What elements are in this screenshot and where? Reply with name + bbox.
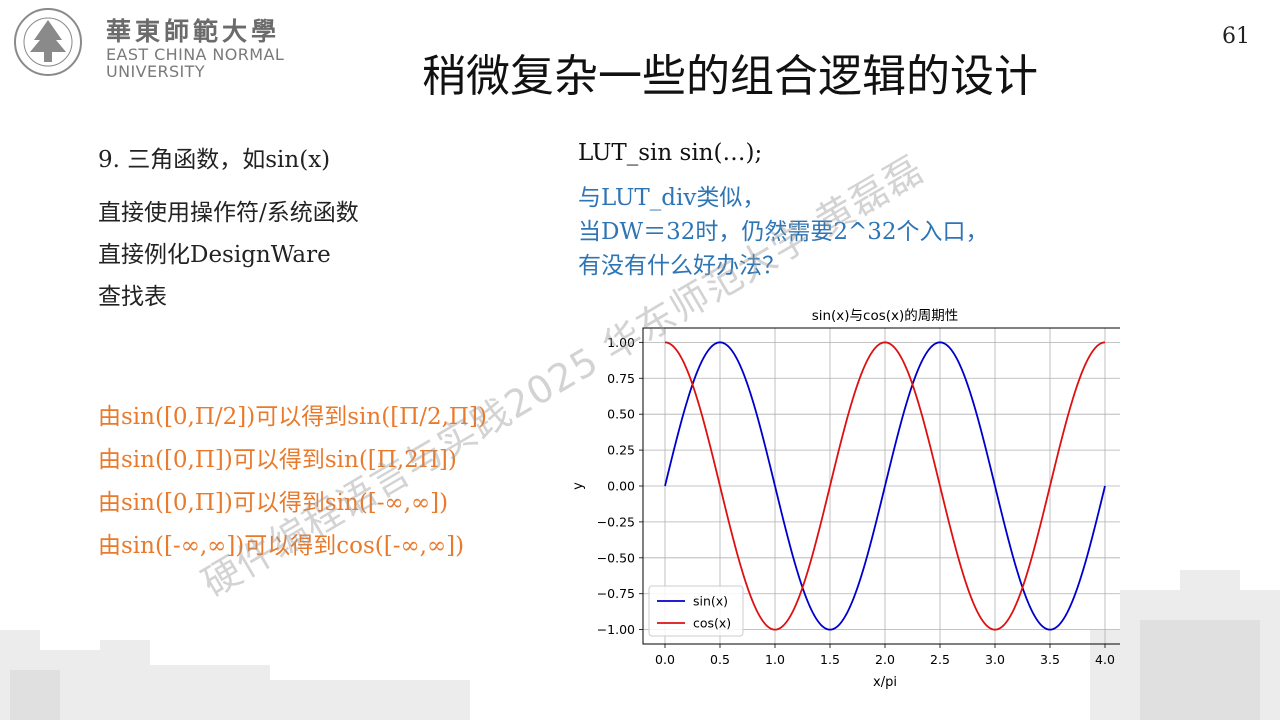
symmetry-notes: 由sin([0,Π/2])可以得到sin([Π/2,Π]) 由sin([0,Π]… (98, 396, 578, 568)
question-line: 有没有什么好办法？ (578, 253, 785, 279)
left-content: 9. 三角函数，如sin(x) 直接使用操作符/系统函数 直接例化DesignW… (98, 140, 558, 318)
method-line: 直接例化DesignWare (98, 242, 331, 268)
question-line: 与LUT_div类似， (578, 185, 766, 211)
series-line-cos (664, 341, 1106, 631)
y-tick-label: 1.00 (607, 335, 635, 350)
symmetry-line: 由sin([-∞,∞])可以得到cos([-∞,∞]) (98, 533, 465, 559)
x-tick-label: 4.0 (1095, 652, 1115, 667)
y-tick-label: 0.25 (607, 443, 635, 458)
y-tick-label: −0.25 (597, 514, 635, 529)
legend-label: sin(x) (693, 594, 728, 609)
logo-chinese-name: 華東師範大學 (106, 17, 281, 46)
x-tick-label: 2.0 (875, 652, 895, 667)
page-number: 61 (1222, 24, 1250, 49)
symmetry-line: 由sin([0,Π])可以得到sin([Π,2Π]) (98, 447, 457, 473)
y-axis-label: y (571, 482, 586, 490)
x-tick-label: 1.0 (765, 652, 785, 667)
chart-title: sin(x)与cos(x)的周期性 (812, 308, 959, 324)
series-line-sin (664, 341, 1106, 631)
y-tick-label: 0.00 (607, 479, 635, 494)
item-heading: 9. 三角函数，如sin(x) (98, 147, 331, 173)
y-tick-label: −1.00 (597, 622, 635, 637)
symmetry-line: 由sin([0,Π/2])可以得到sin([Π/2,Π]) (98, 404, 487, 430)
y-tick-label: 0.50 (607, 407, 635, 422)
x-tick-label: 0.5 (710, 652, 730, 667)
method-line: 直接使用操作符/系统函数 (98, 200, 359, 226)
plot-frame (642, 327, 1120, 645)
x-tick-label: 1.5 (820, 652, 840, 667)
campus-background (0, 570, 1280, 720)
university-logo: 華東師範大學 EAST CHINA NORMAL UNIVERSITY (10, 6, 290, 81)
y-tick-label: −0.75 (597, 586, 635, 601)
x-axis-label: x/pi (873, 675, 897, 690)
method-line: 查找表 (98, 284, 167, 310)
x-tick-label: 3.0 (985, 652, 1005, 667)
logo-english-name: EAST CHINA NORMAL UNIVERSITY (106, 45, 285, 81)
y-tick-label: −0.50 (597, 550, 635, 565)
symmetry-line: 由sin([0,Π])可以得到sin([-∞,∞]) (98, 490, 449, 516)
slide-title: 稍微复杂一些的组合逻辑的设计 (422, 51, 1038, 102)
question-text: 与LUT_div类似， 当DW＝32时，仍然需要2^32个入口， 有没有什么好办… (578, 181, 989, 283)
x-tick-label: 3.5 (1040, 652, 1060, 667)
code-snippet: LUT_sin sin(…); (578, 140, 763, 166)
x-tick-label: 0.0 (655, 652, 675, 667)
legend-label: cos(x) (693, 616, 731, 631)
sin-cos-chart: 0.0 0.5 1.0 1.5 2.0 2.5 3.0 3.5 4.0 1.00 0.75 0.50 0… (571, 308, 1120, 690)
x-tick-label: 2.5 (930, 652, 950, 667)
y-tick-label: 0.75 (607, 371, 635, 386)
university-emblem-icon (14, 8, 82, 76)
question-line: 当DW＝32时，仍然需要2^32个入口， (578, 219, 989, 245)
